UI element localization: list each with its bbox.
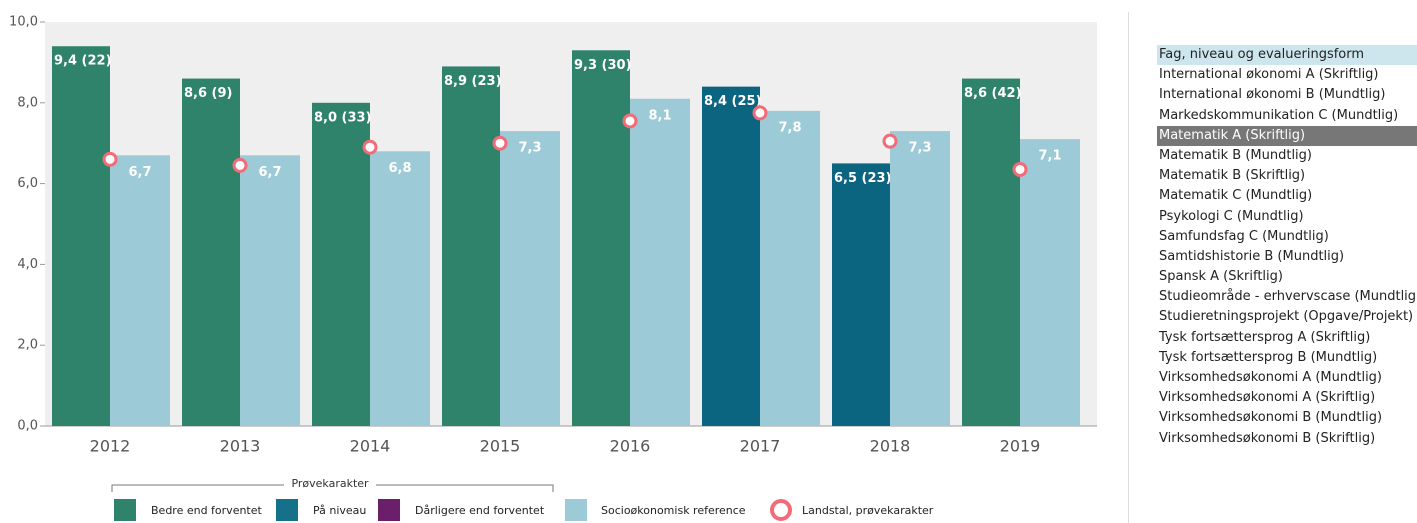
national-marker	[492, 135, 508, 151]
grade-bar	[442, 66, 500, 426]
y-tick-label: 6,0	[17, 176, 38, 191]
grade-bar	[572, 50, 630, 426]
reference-label: 7,3	[518, 141, 541, 156]
list-item[interactable]: Virksomhedsøkonomi A (Mundtlig)	[1159, 370, 1383, 385]
grade-bar	[312, 102, 370, 427]
list-item[interactable]: International økonomi B (Mundtlig)	[1159, 87, 1386, 103]
legend-label: Bedre end forventet	[151, 504, 263, 517]
reference-bar	[760, 110, 820, 426]
list-item[interactable]: Matematik A (Skriftlig)	[1157, 125, 1417, 146]
legend-label: Socioøkonomisk reference	[601, 504, 746, 517]
reference-label: 7,3	[908, 141, 931, 156]
reference-bar	[110, 155, 170, 426]
legend-title-bg	[284, 477, 376, 491]
grade-bar	[702, 86, 760, 426]
reference-bar	[1020, 139, 1080, 426]
grade-bar	[182, 78, 240, 426]
chart: 0,0 2,0 4,0 6,0 8,0 10,0 9,4 (22) 6,7 2012 8,6 (9…	[9, 15, 1097, 521]
grade-label: 9,4 (22)	[54, 54, 112, 69]
reference-label: 7,1	[1038, 149, 1061, 164]
legend-swatch	[276, 499, 298, 521]
grade-bar	[832, 163, 890, 426]
x-tick-label: 2017	[740, 437, 781, 456]
x-tick-label: 2013	[220, 437, 261, 456]
grade-label: 8,4 (25)	[704, 94, 762, 109]
national-marker	[752, 105, 768, 121]
reference-label: 6,7	[258, 165, 281, 180]
national-marker	[622, 113, 638, 129]
y-tick-label: 0,0	[17, 419, 38, 434]
legend-title: Prøvekarakter	[291, 477, 369, 490]
y-tick-label: 8,0	[17, 95, 38, 110]
grade-label: 9,3 (30)	[574, 58, 632, 73]
legend-label: Dårligere end forventet	[415, 504, 545, 517]
list-item[interactable]: Matematik B (Skriftlig)	[1159, 168, 1306, 184]
national-marker	[882, 133, 898, 149]
list-item[interactable]: Spansk A (Skriftlig)	[1159, 269, 1283, 285]
list-item[interactable]: Virksomhedsøkonomi A (Skriftlig)	[1159, 390, 1376, 406]
national-marker	[102, 151, 118, 167]
list-item[interactable]: Samfundsfag C (Mundtlig)	[1159, 228, 1329, 244]
x-tick-label: 2018	[870, 437, 911, 456]
reference-bar	[630, 98, 690, 426]
list-item[interactable]: Matematik B (Mundtlig)	[1159, 147, 1312, 163]
legend-label: Landstal, prøvekarakter	[802, 504, 934, 517]
y-tick-label: 2,0	[17, 338, 38, 353]
x-tick-label: 2019	[1000, 437, 1041, 456]
national-marker	[232, 157, 248, 173]
reference-label: 7,8	[778, 120, 801, 135]
list-item[interactable]: Samtidshistorie B (Mundtlig)	[1159, 248, 1345, 264]
list-item[interactable]: Matematik C (Mundtlig)	[1159, 188, 1313, 204]
list-item[interactable]: Tysk fortsættersprog A (Skriftlig)	[1159, 329, 1371, 345]
reference-bar	[240, 155, 300, 426]
grade-label: 8,9 (23)	[444, 74, 502, 89]
list-item[interactable]: International økonomi A (Skriftlig)	[1159, 67, 1379, 83]
x-tick-label: 2014	[350, 437, 391, 456]
legend-marker	[770, 499, 792, 521]
list-title: Fag, niveau og evalueringsform	[1157, 45, 1417, 66]
subject-list: Fag, niveau og evalueringsform Internati…	[1157, 45, 1417, 449]
x-tick-label: 2016	[610, 437, 651, 456]
list-item[interactable]: Markedskommunikation C (Mundtlig)	[1159, 107, 1399, 123]
grade-label: 6,5 (23)	[834, 171, 892, 186]
list-item[interactable]: Virksomhedsøkonomi B (Mundtlig)	[1159, 410, 1383, 426]
reference-bar	[370, 151, 430, 426]
national-marker	[362, 139, 378, 155]
grade-bar	[52, 46, 110, 427]
y-tick-label: 4,0	[17, 257, 38, 272]
grade-label: 8,0 (33)	[314, 110, 372, 125]
x-tick-label: 2012	[90, 437, 131, 456]
national-marker	[1012, 161, 1028, 177]
list-item[interactable]: Virksomhedsøkonomi B (Skriftlig)	[1159, 430, 1376, 446]
legend-swatch	[565, 499, 587, 521]
y-tick-label: 10,0	[9, 15, 38, 30]
grade-label: 8,6 (9)	[184, 86, 232, 101]
legend-label: På niveau	[313, 504, 366, 517]
list-item[interactable]: Psykologi C (Mundtlig)	[1159, 208, 1304, 224]
list-item[interactable]: Studieretningsprojekt (Opgave/Projekt)	[1159, 309, 1414, 325]
grade-label: 8,6 (42)	[964, 86, 1022, 101]
grade-bar	[962, 78, 1020, 426]
legend-swatch	[114, 499, 136, 521]
list-item[interactable]: Studieområde - erhvervscase (Mundtlig)	[1159, 289, 1417, 305]
reference-label: 8,1	[648, 108, 671, 123]
reference-bar	[890, 131, 950, 426]
reference-label: 6,7	[128, 165, 151, 180]
divider	[1128, 12, 1129, 523]
x-tick-label: 2015	[480, 437, 521, 456]
reference-bar	[500, 131, 560, 426]
list-item[interactable]: Tysk fortsættersprog B (Mundtlig)	[1159, 349, 1378, 365]
legend-swatch	[378, 499, 400, 521]
reference-label: 6,8	[388, 161, 411, 176]
